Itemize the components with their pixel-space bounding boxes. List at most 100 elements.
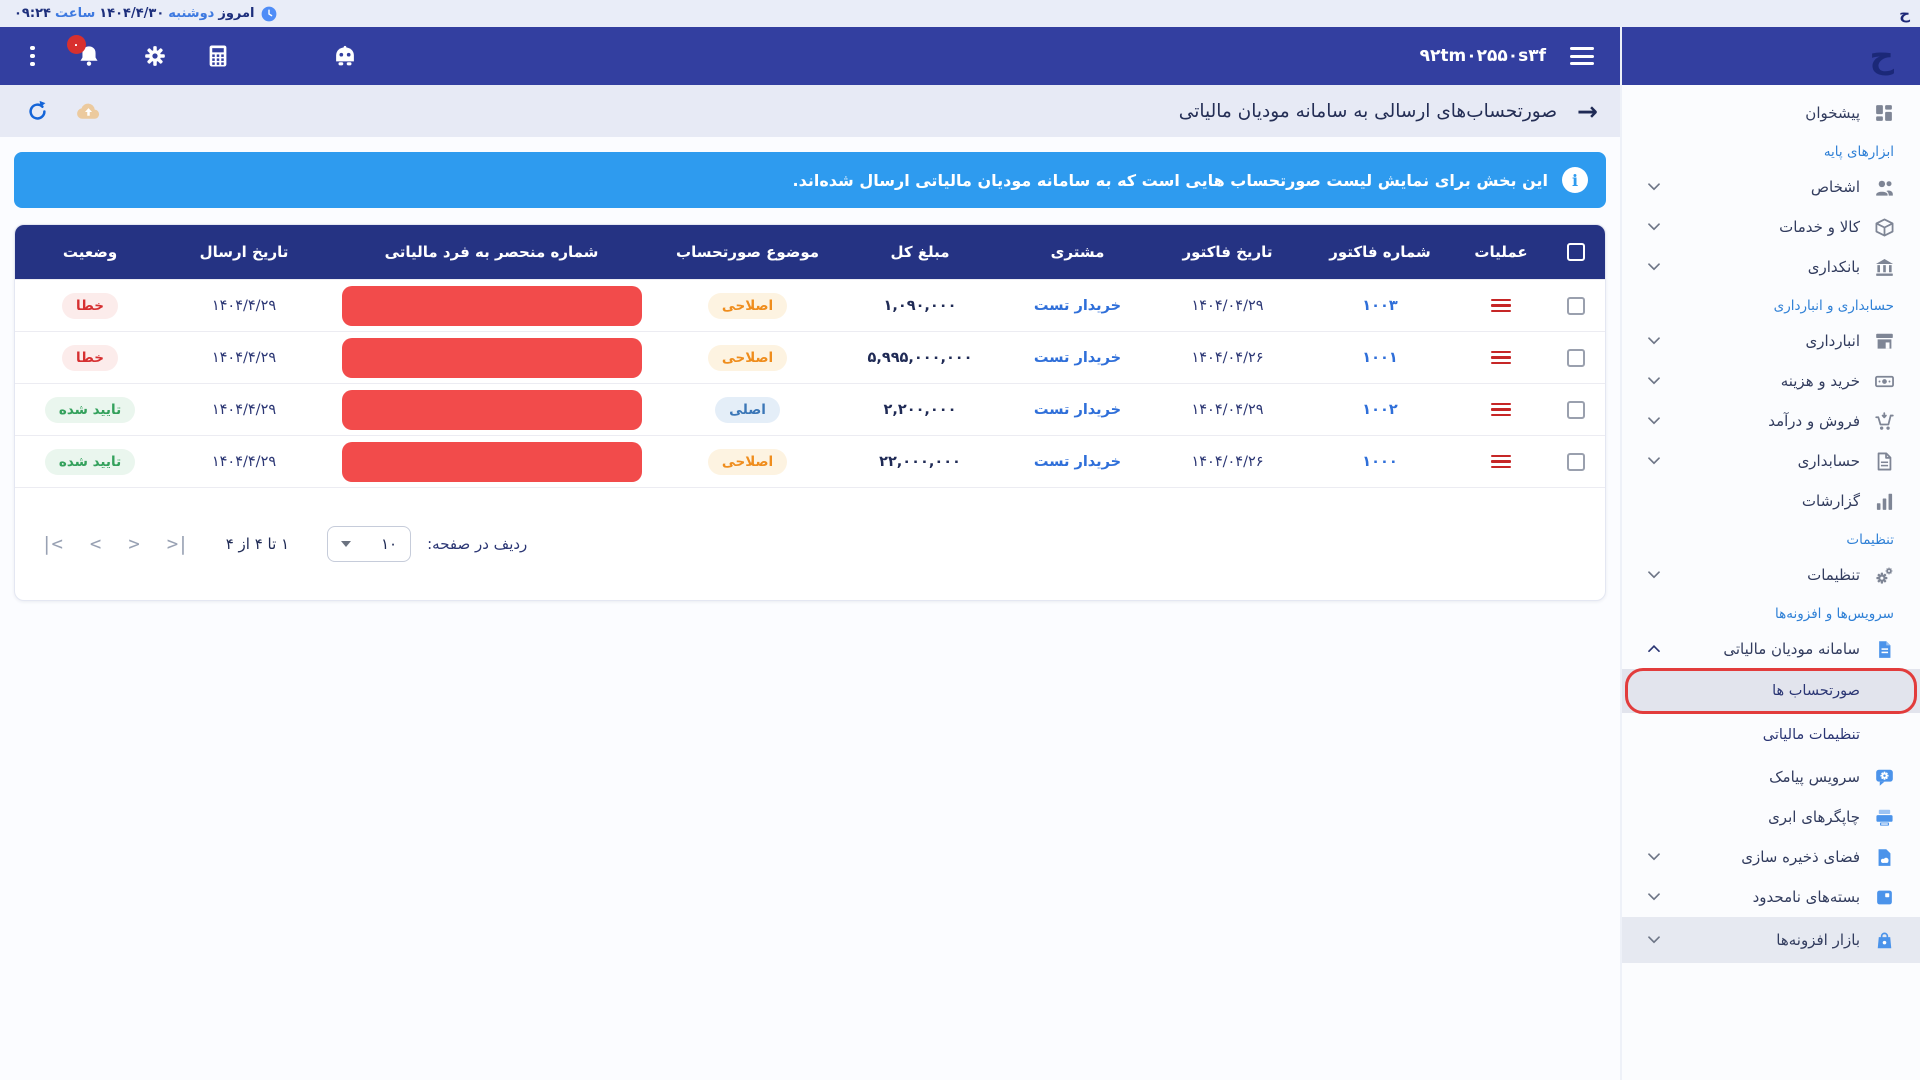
sidebar-subitem-invoices[interactable]: صورتحساب ها (1622, 668, 1920, 714)
menu-toggle-button[interactable] (1570, 47, 1594, 65)
content-area: i این بخش برای نمایش لیست صورتحساب هایی … (0, 137, 1620, 1080)
kebab-menu-icon[interactable] (30, 45, 35, 67)
notification-badge: ۰ (66, 35, 86, 54)
row-checkbox[interactable] (1567, 400, 1585, 419)
send-date: ۱۴۰۴/۴/۲۹ (211, 453, 277, 470)
redacted-tax-uid (341, 441, 642, 482)
customer-link[interactable]: خریدار تست (1033, 349, 1122, 366)
chevron-down-icon (1648, 893, 1660, 901)
invoice-number-link[interactable]: ۱۰۰۲ (1362, 401, 1398, 418)
status-badge: تایید شده (44, 448, 136, 475)
customer-link[interactable]: خریدار تست (1033, 401, 1122, 418)
chevron-down-icon (1648, 853, 1660, 861)
gears-icon (1874, 566, 1894, 585)
gear-icon[interactable] (143, 44, 167, 68)
sidebar-menu: پیشخوان ابزارهای پایه اشخاص کالا و خدمات (1622, 85, 1920, 963)
sidebar-item-tax-system[interactable]: سامانه مودیان مالیاتی (1622, 629, 1920, 669)
invoice-date: ۱۴۰۴/۰۴/۲۹ (1191, 401, 1264, 418)
ai-robot-icon[interactable] (332, 45, 358, 67)
package-box-icon (1874, 888, 1894, 907)
banknote-icon (1874, 372, 1894, 391)
current-date: ۱۴۰۴/۴/۳۰ (99, 6, 165, 21)
column-header-operations: عملیات (1474, 243, 1528, 261)
column-header-tax-uid: شماره منحصر به فرد مالیاتی (384, 243, 599, 261)
total-amount: ۱,۰۹۰,۰۰۰ (883, 297, 957, 314)
pager-last-button[interactable]: >| (166, 533, 189, 555)
brand-logo: ح (1869, 36, 1894, 76)
row-actions-button[interactable] (1491, 350, 1511, 365)
apps-grid-icon[interactable] (269, 45, 291, 67)
sidebar-item-dashboard[interactable]: پیشخوان (1622, 93, 1920, 133)
sidebar-item-purchase-expense[interactable]: خرید و هزینه (1622, 361, 1920, 401)
bank-icon (1874, 258, 1894, 277)
sidebar-item-persons[interactable]: اشخاص (1622, 167, 1920, 207)
sidebar-item-storage-space[interactable]: فضای ذخیره سازی (1622, 837, 1920, 877)
pager-prev-button[interactable]: < (89, 533, 101, 555)
sidebar-item-sales-income[interactable]: فروش و درآمد (1622, 401, 1920, 441)
total-amount: ۵,۹۹۵,۰۰۰,۰۰۰ (867, 349, 973, 366)
sidebar-item-settings[interactable]: تنظیمات (1622, 555, 1920, 595)
rows-per-page-value: ۱۰ (380, 535, 398, 553)
pagination-bar: ردیف در صفحه: ۱۰ ۱ تا ۴ از ۴ |< < > >| (15, 487, 1605, 600)
sidebar-item-reports[interactable]: گزارشات (1622, 481, 1920, 521)
row-checkbox[interactable] (1567, 296, 1585, 315)
file-cloud-icon (1874, 848, 1894, 867)
sms-gear-icon (1874, 768, 1894, 787)
select-all-checkbox[interactable] (1567, 243, 1585, 261)
row-checkbox[interactable] (1567, 348, 1585, 367)
sidebar-item-unlimited-packages[interactable]: بسته‌های نامحدود (1622, 877, 1920, 917)
chevron-up-icon (1648, 645, 1660, 653)
row-actions-button[interactable] (1491, 298, 1511, 313)
sidebar-item-warehousing[interactable]: انبارداری (1622, 321, 1920, 361)
sidebar-item-goods-services[interactable]: کالا و خدمات (1622, 207, 1920, 247)
row-actions-button[interactable] (1491, 402, 1511, 417)
annotation-highlight-ring (1625, 668, 1917, 714)
status-badge: خطا (62, 292, 118, 319)
back-arrow-button[interactable]: → (1577, 96, 1598, 126)
sidebar-item-cloud-printers[interactable]: چاپگرهای ابری (1622, 797, 1920, 837)
top-navbar: ۹۲tm۰۲۵۵۰s۳f ۰ (0, 27, 1620, 85)
row-checkbox[interactable] (1567, 452, 1585, 471)
sidebar-item-addons-market[interactable]: بازار افزونه‌ها (1622, 917, 1920, 963)
calculator-icon[interactable] (209, 45, 227, 67)
chevron-down-icon (1648, 377, 1660, 385)
column-header-total: مبلغ کل (890, 243, 950, 261)
invoices-table-card: عملیات شماره فاکتور تاریخ فاکتور مشتری م… (14, 224, 1606, 601)
document-icon (1874, 452, 1894, 471)
pager-next-button[interactable]: > (128, 533, 139, 555)
chevron-down-icon (1648, 571, 1660, 579)
sidebar-section-accounting-warehousing: حسابداری و انبارداری (1773, 298, 1894, 314)
cloud-printer-icon (1874, 808, 1894, 827)
cart-icon (1874, 411, 1894, 431)
info-banner: i این بخش برای نمایش لیست صورتحساب هایی … (14, 152, 1606, 208)
chevron-down-icon (1648, 223, 1660, 231)
package-icon (1874, 218, 1894, 237)
table-header-row: عملیات شماره فاکتور تاریخ فاکتور مشتری م… (15, 225, 1605, 279)
invoice-number-link[interactable]: ۱۰۰۱ (1362, 349, 1398, 366)
subject-badge: اصلاحی (707, 344, 788, 371)
bell-icon[interactable]: ۰ (66, 35, 101, 68)
status-badge: تایید شده (44, 396, 136, 423)
customer-link[interactable]: خریدار تست (1033, 297, 1122, 314)
dashboard-icon (1874, 104, 1894, 122)
customer-link[interactable]: خریدار تست (1033, 453, 1122, 470)
rows-per-page-select[interactable]: ۱۰ (327, 526, 412, 562)
column-header-subject: موضوع صورتحساب (676, 243, 820, 261)
invoice-number-link[interactable]: ۱۰۰۰ (1362, 453, 1398, 470)
table-row: ۱۰۰۰ ۱۴۰۴/۰۴/۲۶ خریدار تست ۲۲,۰۰۰,۰۰۰ اص… (15, 435, 1605, 487)
pager-first-button[interactable]: |< (41, 533, 63, 555)
invoice-number-link[interactable]: ۱۰۰۳ (1362, 297, 1398, 314)
today-label: امروز (218, 6, 255, 21)
current-time: ۰۹:۲۴ (14, 6, 51, 21)
sidebar-item-accounting[interactable]: حسابداری (1622, 441, 1920, 481)
chevron-down-icon (1648, 263, 1660, 271)
row-actions-button[interactable] (1491, 454, 1511, 469)
refresh-icon[interactable] (26, 100, 49, 123)
top-status-bar: ح امروز دوشنبه ۱۴۰۴/۴/۳۰ ساعت ۰۹:۲۴ (0, 0, 1920, 27)
sidebar-item-banking[interactable]: بانکداری (1622, 247, 1920, 287)
column-header-status: وضعیت (62, 243, 118, 261)
sidebar-item-sms-service[interactable]: سرویس پیامک (1622, 757, 1920, 797)
cloud-upload-icon[interactable] (75, 101, 102, 122)
sidebar-subitem-tax-settings[interactable]: تنظیمات مالیاتی (1762, 727, 1860, 743)
